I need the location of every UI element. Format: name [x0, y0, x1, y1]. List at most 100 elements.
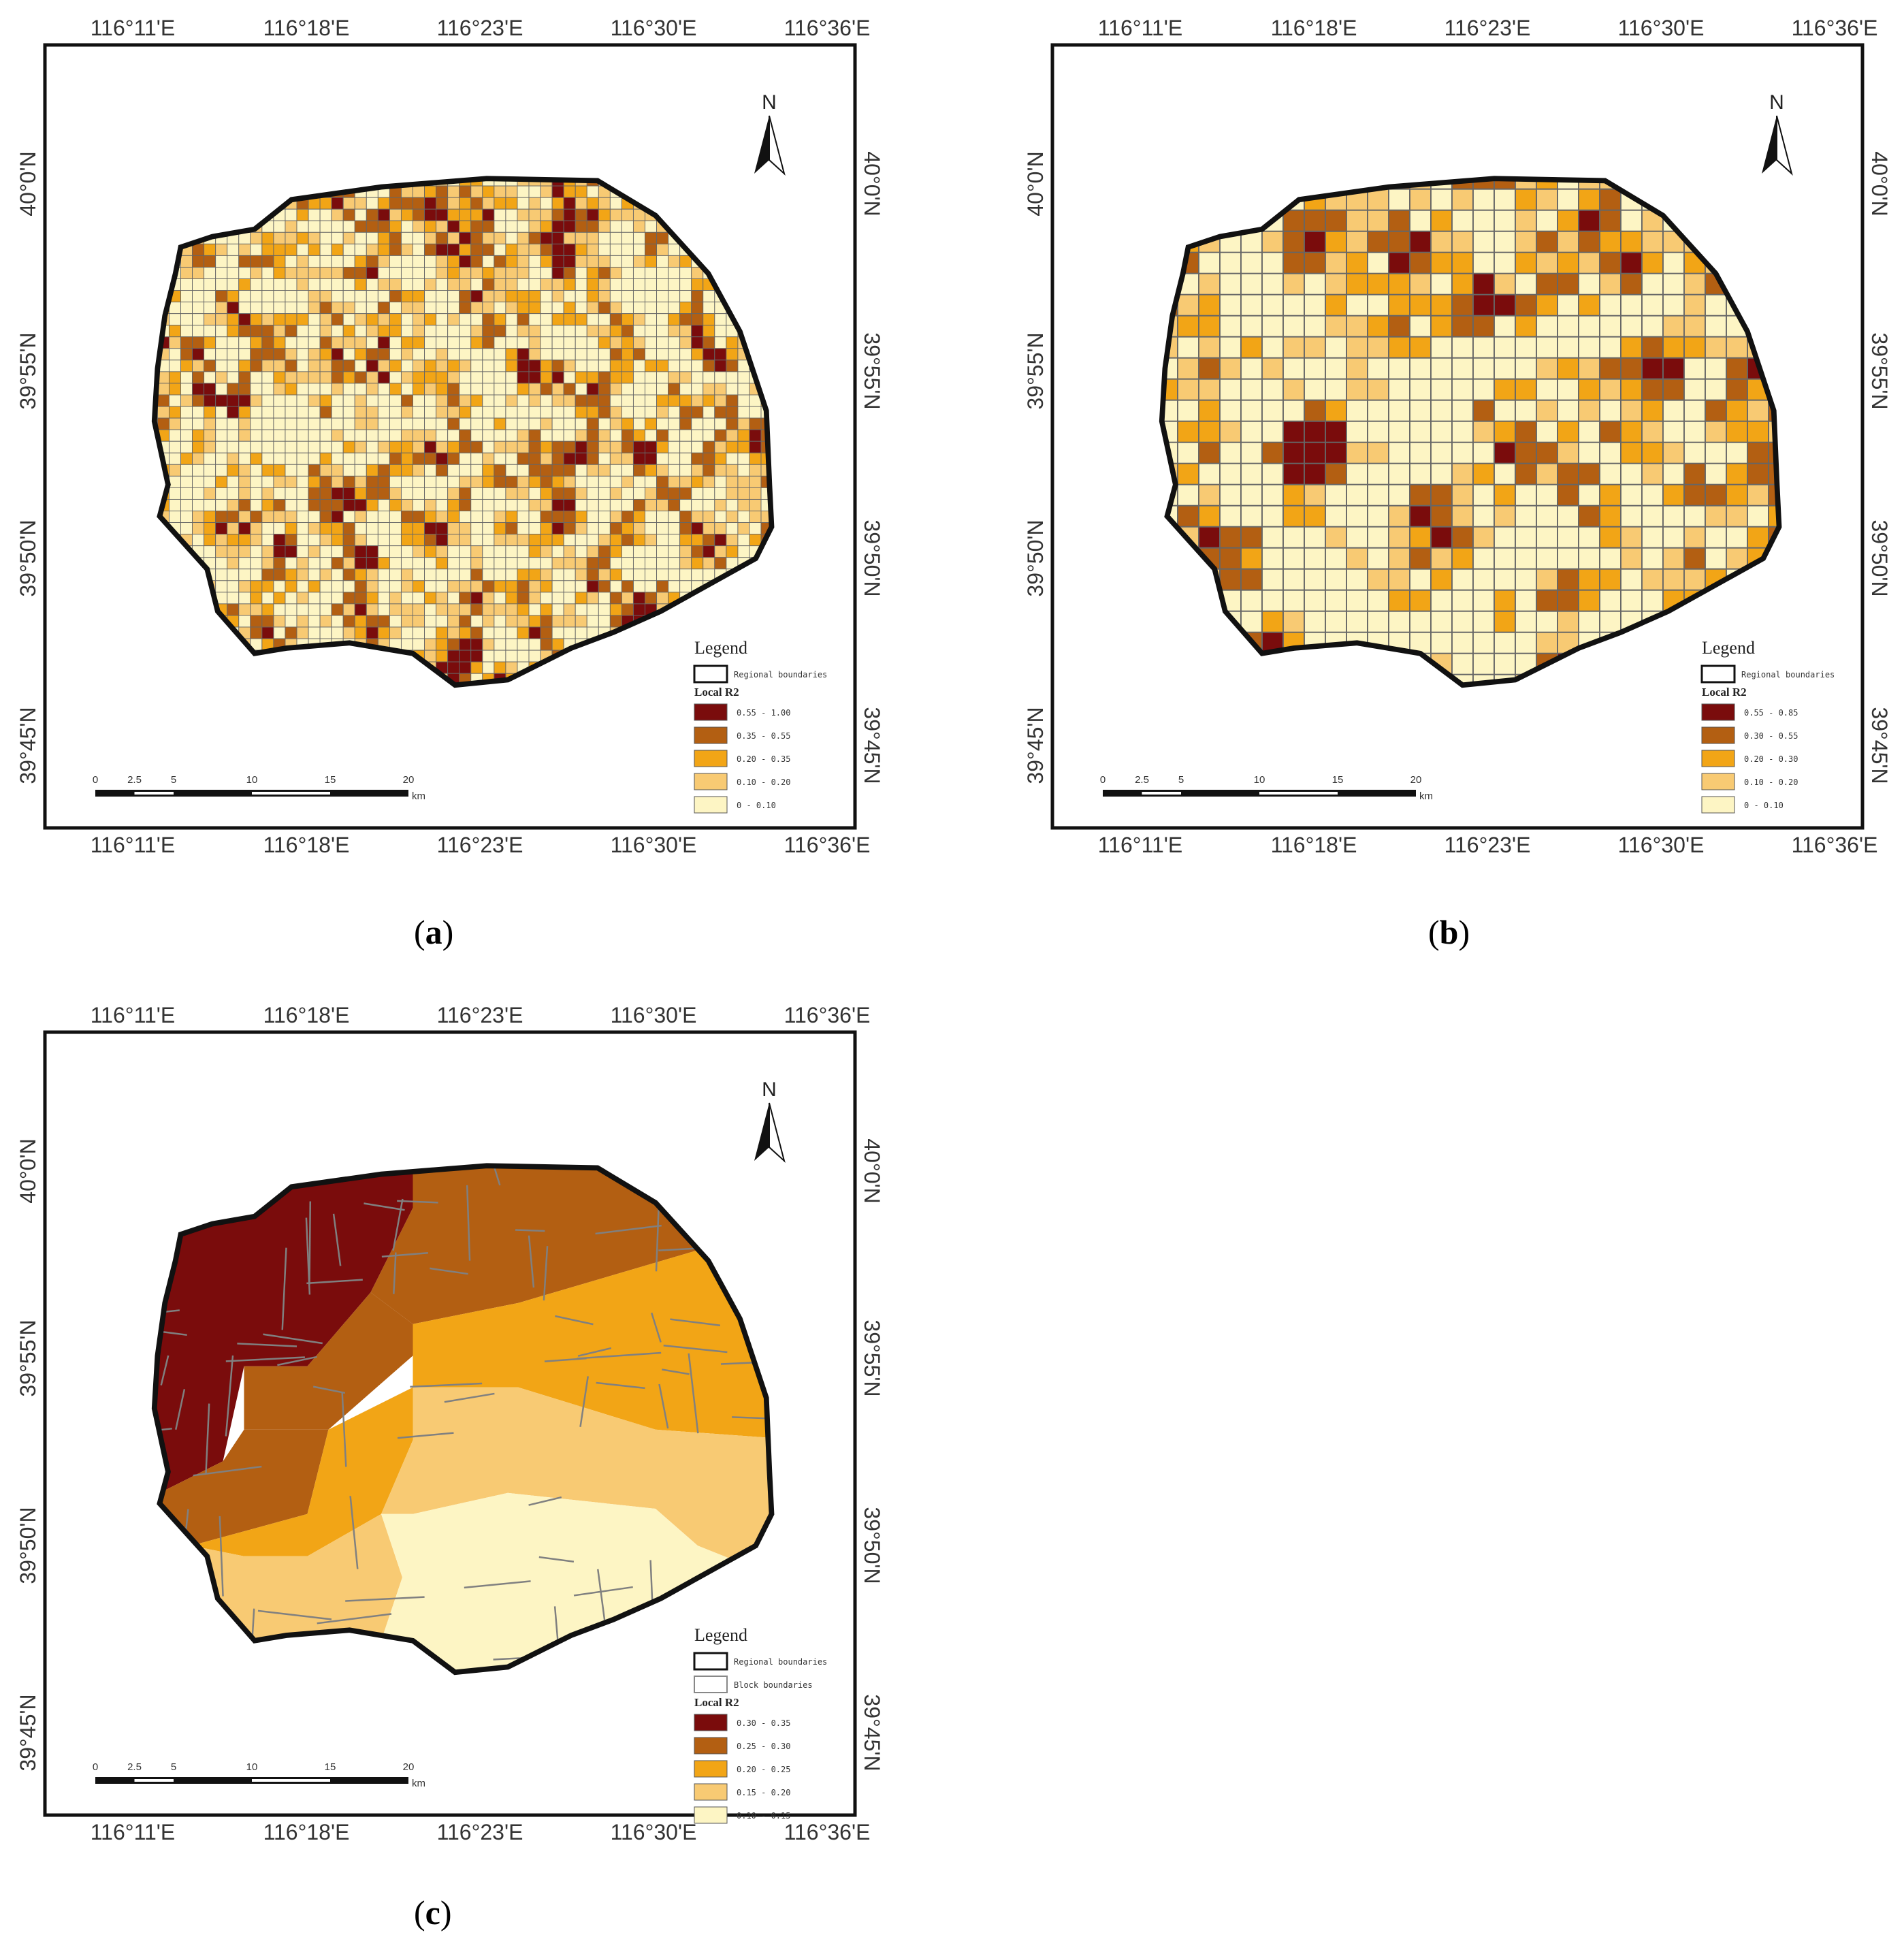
grid-cell [447, 545, 460, 558]
grid-cell [609, 534, 622, 547]
grid-cell [645, 650, 658, 662]
grid-cell [146, 116, 157, 128]
grid-cell [737, 522, 750, 535]
grid-cell [76, 174, 88, 186]
axis-bottom-label: 116°23'E [1445, 833, 1531, 857]
grid-cell [1346, 441, 1368, 464]
grid-cell [691, 626, 704, 639]
grid-cell [586, 464, 599, 477]
grid-cell [99, 325, 111, 337]
grid-cell [1178, 105, 1199, 126]
grid-cell [598, 708, 610, 720]
grid-cell [551, 313, 564, 326]
grid-cell [632, 313, 645, 326]
grid-cell [1768, 568, 1779, 591]
grid-cell [319, 452, 332, 465]
grid-cell [668, 348, 681, 361]
grid-cell [1198, 483, 1221, 507]
grid-cell [1642, 696, 1663, 717]
grid-cell [123, 546, 134, 558]
grid-cell [216, 731, 227, 743]
scale-bar-tick-label: 5 [1178, 774, 1184, 786]
grid-cell [563, 417, 576, 430]
grid-cell [1325, 717, 1346, 738]
grid-cell [331, 487, 344, 500]
grid-cell [645, 128, 656, 140]
grid-cell [331, 673, 344, 686]
grid-cell [598, 278, 611, 291]
grid-cell [575, 498, 587, 511]
grid-cell [517, 708, 529, 720]
grid-cell [621, 475, 634, 488]
grid-cell [389, 105, 401, 116]
grid-cell [215, 185, 228, 198]
grid-cell [540, 197, 553, 210]
grid-cell [1620, 483, 1643, 507]
grid-cell [400, 661, 413, 674]
grid-cell [1325, 105, 1346, 126]
grid-cell [180, 475, 193, 488]
grid-cell [575, 755, 587, 767]
grid-cell [111, 569, 123, 581]
grid-cell [1536, 504, 1558, 528]
grid-cell [1705, 126, 1726, 147]
grid-cell [494, 359, 506, 372]
grid-cell [378, 731, 389, 743]
grid-cell [65, 325, 76, 337]
grid-cell [773, 174, 784, 186]
grid-cell [656, 592, 669, 605]
grid-cell [1072, 548, 1093, 569]
grid-cell [99, 534, 111, 546]
grid-cell [1177, 293, 1199, 317]
grid-cell [632, 185, 645, 198]
grid-cell [238, 266, 251, 279]
grid-cell [563, 534, 576, 547]
grid-cell [1114, 675, 1135, 696]
grid-cell [621, 684, 634, 686]
grid-cell [575, 545, 587, 558]
grid-cell [680, 140, 692, 151]
grid-cell [238, 185, 251, 198]
grid-cell [215, 661, 228, 674]
grid-cell [169, 755, 180, 767]
grid-cell [552, 140, 564, 151]
grid-cell [1599, 420, 1621, 443]
grid-cell [168, 394, 181, 407]
grid-cell [645, 475, 658, 488]
grid-cell [273, 394, 286, 407]
grid-cell [1747, 105, 1769, 126]
grid-cell [1114, 569, 1135, 590]
grid-cell [598, 429, 611, 442]
grid-cell [1663, 696, 1684, 717]
grid-cell [123, 615, 134, 627]
grid-cell [679, 313, 692, 326]
grid-cell [552, 116, 564, 128]
caption-a: (a) [414, 913, 454, 951]
grid-cell [436, 151, 448, 163]
grid-cell [737, 185, 750, 198]
grid-cell [215, 650, 228, 662]
legend-class-label: 0.35 - 0.55 [737, 731, 790, 741]
grid-cell [366, 615, 378, 628]
grid-cell [215, 429, 228, 442]
grid-cell [389, 231, 402, 244]
grid-cell [586, 406, 599, 419]
grid-cell [1641, 315, 1664, 338]
grid-cell [632, 498, 645, 511]
grid-cell [342, 302, 355, 315]
grid-cell [1683, 547, 1706, 570]
grid-cell [377, 592, 390, 605]
grid-cell [88, 105, 99, 116]
grid-cell [204, 208, 216, 221]
grid-cell [784, 430, 796, 441]
grid-cell [389, 545, 402, 558]
grid-cell [123, 627, 134, 639]
grid-cell [1558, 717, 1579, 738]
grid-cell [297, 116, 308, 128]
grid-cell [528, 290, 541, 303]
grid-cell [656, 498, 669, 511]
grid-cell [645, 743, 656, 755]
grid-cell [1494, 631, 1516, 654]
grid-cell [679, 383, 692, 396]
grid-cell [354, 371, 367, 384]
